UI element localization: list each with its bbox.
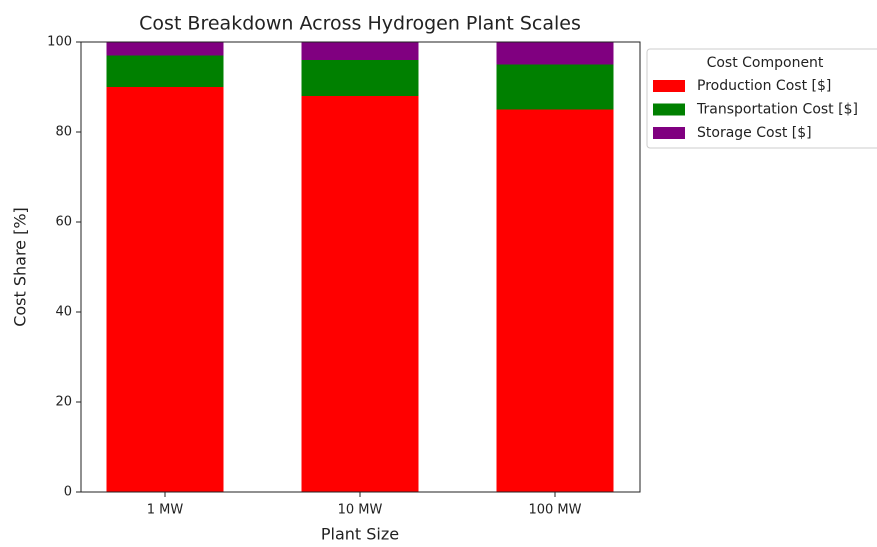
- bar-segment: [106, 87, 224, 492]
- bar-segment: [496, 42, 614, 65]
- y-tick-label: 40: [55, 305, 72, 320]
- bar-segment: [496, 64, 614, 110]
- chart-title: Cost Breakdown Across Hydrogen Plant Sca…: [139, 13, 581, 35]
- y-tick-label: 80: [55, 125, 72, 140]
- y-axis-label: Cost Share [%]: [11, 207, 30, 327]
- legend-label: Transportation Cost [$]: [696, 102, 858, 118]
- legend-box: [646, 48, 877, 149]
- legend-label: Storage Cost [$]: [697, 125, 812, 141]
- legend-title: Cost Component: [707, 55, 824, 71]
- bar-segment: [496, 109, 614, 492]
- x-tick-label: 1 MW: [147, 503, 184, 518]
- y-tick-label: 20: [55, 395, 72, 410]
- plot-frame: [80, 41, 641, 493]
- bar-segment: [301, 42, 419, 60]
- bar-segment: [106, 42, 224, 56]
- bar-segment: [106, 55, 224, 87]
- y-tick-label: 100: [47, 35, 72, 50]
- legend-swatch: [653, 103, 685, 116]
- legend-swatch: [653, 80, 685, 92]
- bar-segment: [301, 60, 419, 96]
- y-tick-label: 0: [64, 485, 72, 500]
- x-tick-label: 100 MW: [528, 503, 581, 518]
- legend-label: Production Cost [$]: [697, 78, 831, 94]
- x-axis-label: Plant Size: [321, 525, 399, 544]
- y-tick-label: 60: [55, 215, 72, 230]
- legend-swatch: [653, 127, 685, 139]
- x-tick-label: 10 MW: [338, 503, 383, 518]
- bar-segment: [301, 96, 419, 492]
